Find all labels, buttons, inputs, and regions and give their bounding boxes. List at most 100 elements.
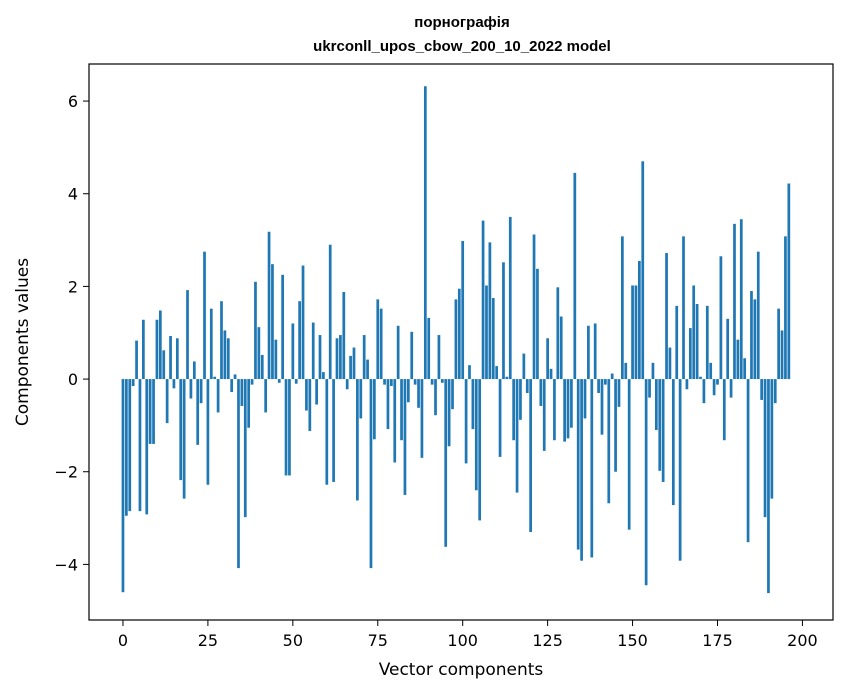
- bar-124: [542, 379, 546, 451]
- bar-166: [685, 379, 689, 390]
- bar-172: [705, 305, 709, 380]
- y-axis-label: Components values: [13, 258, 33, 426]
- bar-179: [729, 379, 733, 398]
- bar-135: [580, 379, 583, 561]
- bar-122: [536, 268, 539, 380]
- bar-102: [468, 365, 471, 380]
- bar-161: [668, 347, 672, 380]
- bar-77: [383, 379, 386, 385]
- bar-69: [356, 379, 359, 501]
- bar-108: [488, 242, 492, 380]
- bar-31: [226, 338, 230, 380]
- bar-54: [305, 379, 308, 411]
- bar-195: [784, 236, 787, 380]
- bar-164: [678, 379, 682, 561]
- x-tick-label: 175: [702, 631, 733, 650]
- bar-65: [342, 291, 346, 380]
- bar-95: [444, 379, 448, 547]
- bar-148: [624, 362, 628, 380]
- x-tick-label: 150: [617, 631, 648, 650]
- bar-98: [454, 299, 458, 380]
- bar-49: [288, 379, 291, 476]
- bar-133: [573, 172, 577, 380]
- bar-42: [264, 379, 268, 413]
- bar-142: [604, 379, 607, 385]
- bar-58: [318, 335, 322, 380]
- bar-92: [434, 379, 437, 416]
- bar-117: [519, 379, 522, 420]
- bar-127: [553, 379, 556, 441]
- bar-159: [661, 379, 665, 482]
- bar-24: [203, 251, 206, 380]
- bar-76: [379, 308, 383, 380]
- x-tick-label: 0: [118, 631, 128, 650]
- bar-23: [199, 379, 203, 404]
- bar-11: [158, 310, 162, 380]
- bar-86: [413, 379, 417, 385]
- bar-21: [192, 361, 196, 380]
- bar-104: [474, 379, 478, 491]
- bar-56: [311, 322, 315, 380]
- bar-190: [767, 379, 770, 594]
- bar-30: [223, 330, 227, 380]
- bar-89: [423, 86, 427, 380]
- bar-144: [610, 373, 614, 380]
- bar-13: [165, 379, 169, 424]
- bar-132: [570, 379, 573, 428]
- bar-14: [169, 335, 172, 380]
- bar-36: [243, 379, 247, 518]
- bar-194: [780, 330, 784, 380]
- bar-173: [709, 362, 713, 380]
- y-tick-label: −2: [54, 463, 78, 482]
- chart-title-line1: порнографія: [414, 14, 509, 31]
- bar-168: [692, 285, 696, 380]
- x-tick-label: 125: [532, 631, 563, 650]
- bar-74: [373, 379, 376, 440]
- bar-121: [532, 234, 536, 380]
- x-tick-label: 25: [198, 631, 218, 650]
- x-axis-ticks: 0 25 50 75 100 125 150 175 200: [118, 620, 818, 650]
- bar-1: [125, 379, 128, 516]
- bar-115: [512, 379, 516, 441]
- x-tick-label: 50: [283, 631, 303, 650]
- bar-177: [722, 379, 726, 441]
- bar-105: [478, 379, 482, 521]
- bar-17: [179, 379, 183, 481]
- bar-185: [750, 291, 753, 380]
- plot-frame: [88, 63, 834, 621]
- bar-26: [209, 308, 213, 380]
- chart-title-line2: ukrconll_upos_cbow_200_10_2022 model: [313, 38, 611, 55]
- bar-53: [301, 265, 305, 380]
- bar-72: [366, 359, 369, 380]
- bar-28: [216, 379, 220, 413]
- bar-175: [716, 379, 719, 385]
- bar-85: [410, 331, 414, 380]
- bar-111: [498, 379, 502, 457]
- bar-114: [508, 216, 512, 380]
- bar-82: [400, 379, 403, 441]
- bar-45: [274, 339, 278, 380]
- bar-41: [260, 354, 264, 380]
- bar-165: [682, 236, 685, 380]
- bar-70: [359, 379, 363, 419]
- bar-118: [522, 353, 526, 380]
- bar-0: [121, 379, 125, 593]
- bar-34: [237, 379, 240, 569]
- y-tick-label: 6: [68, 92, 78, 111]
- bar-90: [427, 317, 431, 380]
- bar-48: [284, 379, 288, 476]
- bar-64: [339, 335, 342, 380]
- bar-5: [138, 379, 142, 512]
- bar-97: [451, 379, 454, 410]
- bar-171: [702, 379, 706, 404]
- bar-134: [576, 379, 580, 550]
- bar-143: [607, 379, 611, 504]
- bar-87: [417, 379, 420, 408]
- bar-2: [128, 379, 132, 512]
- bar-191: [770, 379, 774, 499]
- bar-18: [182, 379, 186, 499]
- bar-125: [546, 338, 549, 380]
- bar-119: [525, 379, 529, 393]
- bar-113: [505, 376, 509, 380]
